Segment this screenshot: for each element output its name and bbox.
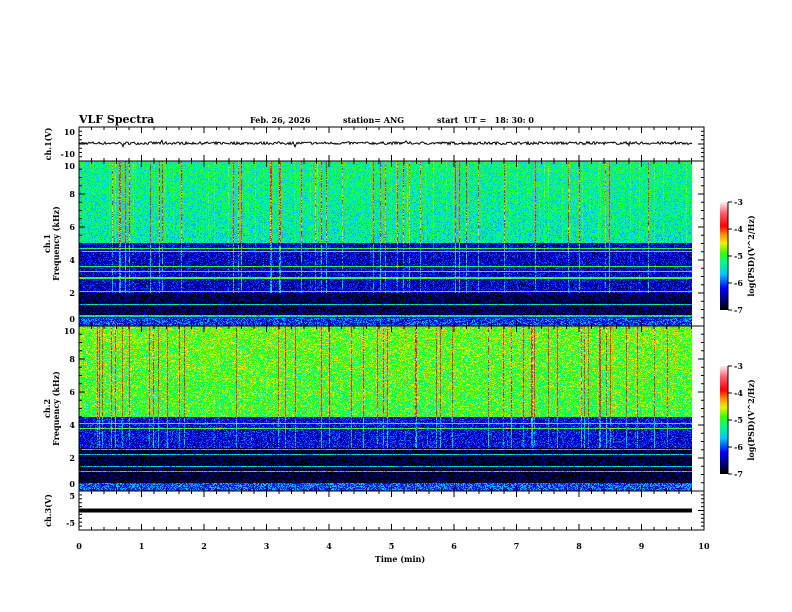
date-label: Feb. 26, 2026 xyxy=(250,115,311,125)
panel-frames xyxy=(78,126,705,531)
y-tick-label: 6 xyxy=(69,387,75,397)
y-tick-label: 8 xyxy=(69,354,75,364)
y-tick-label: 6 xyxy=(69,222,75,232)
colorbar-title: log(PSD)(V^2/Hz) xyxy=(746,215,756,297)
ch1-colorbar xyxy=(720,202,728,310)
y-tick-label: 2 xyxy=(69,288,75,298)
y-tick-label: -5 xyxy=(66,518,75,528)
y-tick-label: 10 xyxy=(64,161,76,171)
ch1-waveform-line xyxy=(78,139,693,149)
x-tick-label: 1 xyxy=(139,541,145,551)
colorbar-tick-label: -4 xyxy=(734,224,743,234)
colorbar-tick-label: -5 xyxy=(734,415,743,425)
y-axis-title: Frequency (kHz) xyxy=(51,371,61,446)
colorbar-tick-label: -4 xyxy=(734,388,743,398)
x-tick-label: 4 xyxy=(326,541,332,551)
y-tick-label: -10 xyxy=(61,149,76,159)
y-tick-label: 0 xyxy=(69,314,75,324)
x-tick-label: 9 xyxy=(639,541,645,551)
colorbar-tick-label: -6 xyxy=(734,442,743,452)
y-axis-title: Frequency (kHz) xyxy=(51,206,61,281)
colorbar-tick-label: -3 xyxy=(734,361,743,371)
y-axis-title: ch.1 xyxy=(42,234,52,253)
start-time-label: start UT = 18: 30: 0 xyxy=(437,115,534,125)
ch1-spectrogram xyxy=(79,161,692,326)
y-tick-label: 5 xyxy=(69,491,75,501)
colorbar-tick-label: -5 xyxy=(734,251,743,261)
panel-frame xyxy=(78,160,705,327)
colorbar-tick-label: -7 xyxy=(734,469,743,479)
x-tick-label: 6 xyxy=(451,541,457,551)
x-tick-label: 5 xyxy=(389,541,395,551)
x-tick-label: 10 xyxy=(698,541,710,551)
y-axis-title: ch.2 xyxy=(42,399,52,418)
station-label: station= ANG xyxy=(343,115,404,125)
y-tick-label: 0 xyxy=(69,479,75,489)
y-axis-title: ch.3(V) xyxy=(43,494,53,527)
figure-title: VLF Spectra xyxy=(78,113,154,126)
x-tick-label: 2 xyxy=(201,541,207,551)
x-tick-label: 3 xyxy=(264,541,270,551)
colorbar-tick-label: -7 xyxy=(734,305,743,315)
y-tick-label: 4 xyxy=(69,420,75,430)
x-axis-title: Time (min) xyxy=(375,554,425,564)
y-tick-label: 10 xyxy=(64,127,76,137)
ch3-waveform-line xyxy=(79,508,692,513)
y-tick-label: 8 xyxy=(69,189,75,199)
tick-marks xyxy=(78,126,732,531)
colorbar-tick-label: -3 xyxy=(734,197,743,207)
y-axis-title: ch.1(V) xyxy=(43,127,53,160)
panel-frame xyxy=(78,490,705,531)
ch2-colorbar xyxy=(720,366,728,474)
colorbar-tick-label: -6 xyxy=(734,278,743,288)
x-tick-label: 7 xyxy=(514,541,520,551)
y-tick-label: 10 xyxy=(64,326,76,336)
y-tick-label: 4 xyxy=(69,255,75,265)
colorbar-title: log(PSD)(V^2/Hz) xyxy=(746,379,756,461)
x-tick-label: 0 xyxy=(76,541,82,551)
y-tick-label: 2 xyxy=(69,453,75,463)
panel-frame xyxy=(78,325,705,492)
x-tick-label: 8 xyxy=(576,541,582,551)
ch2-spectrogram xyxy=(79,326,692,491)
